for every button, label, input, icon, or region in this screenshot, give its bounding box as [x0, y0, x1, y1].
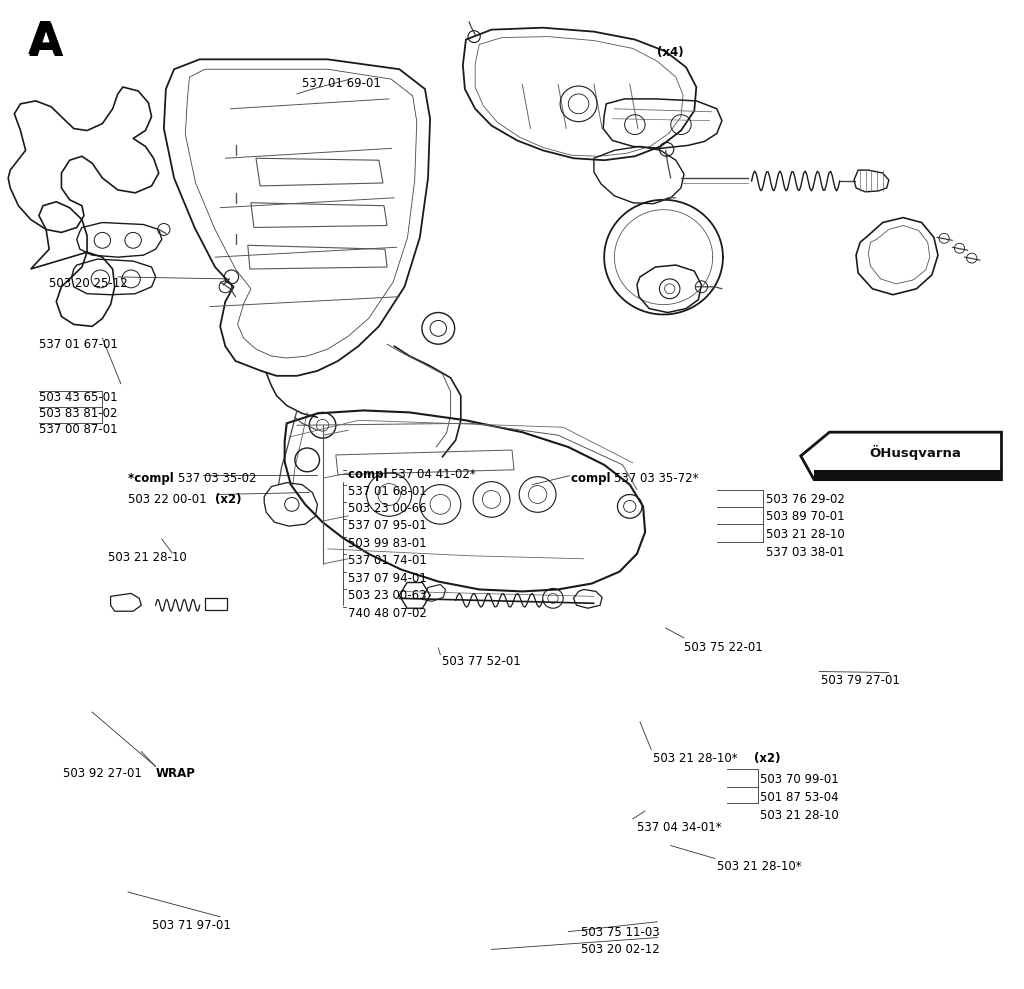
Text: 503 21 28-10: 503 21 28-10 [108, 551, 186, 564]
Text: compl: compl [571, 472, 615, 485]
Text: 537 01 74-01: 537 01 74-01 [348, 554, 427, 567]
Text: 503 83 81-02: 503 83 81-02 [39, 407, 118, 420]
Text: 503 21 28-10*: 503 21 28-10* [653, 752, 741, 764]
Text: 503 75 22-01: 503 75 22-01 [684, 641, 763, 654]
Text: 503 89 70-01: 503 89 70-01 [766, 510, 845, 523]
Text: 740 48 07-02: 740 48 07-02 [348, 607, 427, 620]
Text: 537 01 68-01: 537 01 68-01 [348, 485, 427, 497]
Text: 503 21 28-10: 503 21 28-10 [760, 809, 839, 822]
Text: 503 76 29-02: 503 76 29-02 [766, 493, 845, 505]
Text: 503 20 02-12: 503 20 02-12 [581, 943, 664, 955]
Text: *compl: *compl [128, 472, 178, 485]
Text: (x2): (x2) [215, 493, 242, 505]
Text: (x4): (x4) [657, 46, 684, 59]
Text: 503 79 27-01: 503 79 27-01 [821, 674, 900, 687]
Text: 501 87 53-04: 501 87 53-04 [760, 791, 839, 804]
Text: A: A [28, 20, 62, 62]
Text: A: A [29, 22, 63, 64]
Text: 503 71 97-01: 503 71 97-01 [152, 919, 230, 932]
Text: compl: compl [348, 468, 392, 481]
Text: 503 70 99-01: 503 70 99-01 [760, 773, 839, 786]
Text: 537 04 41-02*: 537 04 41-02* [391, 468, 476, 481]
Text: 537 01 69-01: 537 01 69-01 [302, 77, 381, 90]
Text: 503 77 52-01: 503 77 52-01 [442, 655, 521, 668]
Text: 503 22 00-01: 503 22 00-01 [128, 493, 210, 505]
Text: WRAP: WRAP [156, 767, 196, 780]
Polygon shape [801, 432, 1001, 480]
Text: 537 00 87-01: 537 00 87-01 [39, 423, 118, 436]
Text: 503 99 83-01: 503 99 83-01 [348, 537, 427, 550]
Text: ÖHusqvarna: ÖHusqvarna [869, 445, 961, 460]
Text: 537 01 67-01: 537 01 67-01 [39, 338, 118, 351]
Bar [807, 430, 1004, 482]
Text: 537 07 94-01: 537 07 94-01 [348, 572, 427, 584]
Text: 503 75 11-03: 503 75 11-03 [581, 926, 659, 939]
Text: 503 21 28-10: 503 21 28-10 [766, 528, 845, 541]
Text: 503 23 00-63: 503 23 00-63 [348, 589, 427, 602]
Text: 503 43 65-01: 503 43 65-01 [39, 391, 118, 404]
Text: 537 03 35-72*: 537 03 35-72* [614, 472, 699, 485]
Text: (x2): (x2) [754, 752, 780, 764]
Text: 503 20 25-12: 503 20 25-12 [49, 277, 128, 290]
Text: 503 92 27-01: 503 92 27-01 [63, 767, 146, 780]
Text: 503 21 28-10*: 503 21 28-10* [717, 860, 802, 873]
Bar [814, 470, 1001, 480]
Text: 537 03 35-02: 537 03 35-02 [178, 472, 257, 485]
Text: 537 04 34-01*: 537 04 34-01* [637, 821, 722, 834]
Text: 537 03 38-01: 537 03 38-01 [766, 546, 845, 559]
Text: 537 07 95-01: 537 07 95-01 [348, 519, 427, 532]
Text: 503 23 00-66: 503 23 00-66 [348, 502, 427, 515]
Bar [205, 598, 227, 610]
